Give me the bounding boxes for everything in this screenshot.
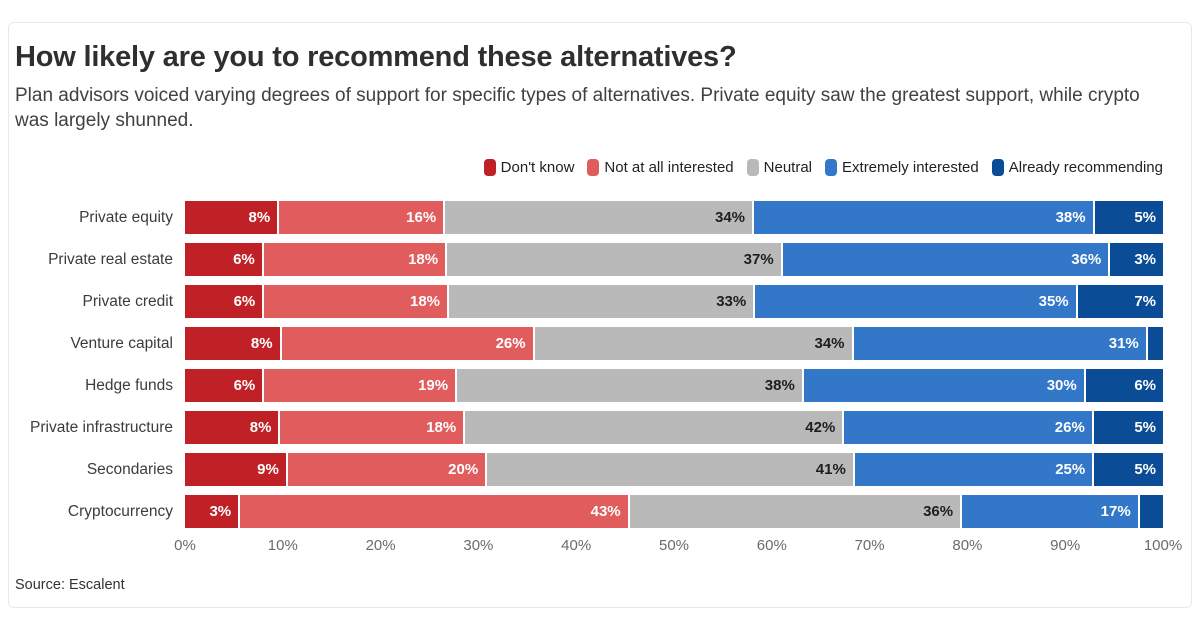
x-axis-tick: 0% — [174, 537, 196, 554]
bar-segment — [1139, 495, 1163, 528]
category-label: Secondaries — [86, 460, 173, 478]
legend-swatch-icon — [825, 158, 838, 176]
x-axis-tick: 50% — [658, 537, 690, 554]
x-axis-tick: 10% — [267, 537, 298, 554]
bar-segment-value: 35% — [755, 285, 1076, 318]
bar-segment-value: 6% — [185, 285, 263, 318]
x-axis-tick: 80% — [952, 537, 983, 554]
legend-swatch-icon — [587, 158, 600, 176]
bar-segment-value: 36% — [629, 495, 961, 528]
chart-row: Private real estate 6% 18% 37% 36% 3% — [15, 243, 1163, 276]
x-axis: 0% 10% 20% 30% 40% 50% 60% 70% 80% 90% 100% — [174, 537, 1182, 557]
bar-segment-value: 42% — [465, 411, 843, 444]
legend: Don't know Not at all interested Neutral Ex… — [9, 157, 1163, 177]
bar-segment-value: 34% — [534, 327, 852, 360]
bar-segment-value: 18% — [264, 285, 448, 318]
bar-segment-value: 18% — [280, 411, 464, 444]
bar-track: 6% 19% 38% 30% 6% — [185, 369, 1163, 402]
chart-row: Private infrastructure 8% 18% 42% 26% 5% — [15, 411, 1163, 444]
bar-segment-value: 26% — [281, 327, 533, 360]
bar-segment-value: 7% — [1077, 285, 1163, 318]
page-subtitle: Plan advisors voiced varying degrees of … — [15, 85, 1140, 131]
chart-card: How likely are you to recommend these al… — [8, 22, 1192, 608]
bar-segment-value: 8% — [185, 201, 278, 234]
bar-segment-value: 6% — [185, 369, 263, 402]
chart-rows: Private equity 8% 16% 34% 38% 5% Private real … — [15, 201, 1164, 528]
legend-swatch-icon — [746, 158, 759, 176]
category-label: Venture capital — [70, 334, 173, 352]
bar-segment-value: 38% — [457, 369, 802, 402]
legend-swatch-icon — [991, 158, 1004, 176]
x-axis-tick: 40% — [561, 537, 592, 554]
legend-item: Neutral — [746, 158, 813, 176]
category-label: Private real estate — [48, 250, 173, 268]
bar-segment-value: 17% — [962, 495, 1138, 528]
bar-segment-value: 19% — [264, 369, 456, 402]
bar-track: 8% 18% 42% 26% 5% — [185, 411, 1163, 444]
legend-label: Extremely interested — [842, 158, 979, 176]
category-label: Private equity — [79, 208, 173, 226]
x-axis-tick: 60% — [756, 537, 787, 554]
bar-segment-value: 6% — [1085, 369, 1163, 402]
bar-segment-value: 31% — [853, 327, 1146, 360]
bar-segment-value: 8% — [185, 327, 280, 360]
bar-track: 3% 43% 36% 17% — [185, 495, 1163, 528]
chart-row: Secondaries 9% 20% 41% 25% 5% — [15, 453, 1164, 486]
x-axis-tick: 90% — [1050, 537, 1081, 554]
bar-track: 6% 18% 33% 35% 7% — [185, 285, 1163, 318]
page-title: How likely are you to recommend these al… — [15, 41, 737, 73]
legend-swatch-icon — [483, 158, 496, 176]
source-note: Source: Escalent — [15, 577, 125, 593]
bar-track: 9% 20% 41% 25% 5% — [185, 453, 1164, 486]
bar-track: 8% 16% 34% 38% 5% — [185, 201, 1163, 234]
bar-segment-value: 5% — [1093, 411, 1163, 444]
bar-segment-value: 3% — [185, 495, 239, 528]
bar-segment-value: 33% — [449, 285, 754, 318]
legend-item: Don't know — [483, 158, 575, 176]
bar-track: 6% 18% 37% 36% 3% — [185, 243, 1163, 276]
bar-segment-value: 16% — [279, 201, 444, 234]
category-label: Cryptocurrency — [67, 502, 173, 520]
legend-label: Neutral — [763, 158, 813, 176]
x-axis-tick: 30% — [463, 537, 494, 554]
category-label: Hedge funds — [85, 376, 173, 394]
bar-segment-value: 38% — [754, 201, 1093, 234]
bar-segment-value: 18% — [263, 243, 446, 276]
bar-segment-value: 43% — [240, 495, 628, 528]
bar-segment-value: 8% — [185, 411, 279, 444]
bar-segment-value: 5% — [1094, 201, 1163, 234]
bar-segment-value: 20% — [287, 453, 486, 486]
x-axis-tick: 70% — [854, 537, 885, 554]
bar-segment-value: 41% — [487, 453, 853, 486]
chart: Private equity 8% 16% 34% 38% 5% Private real … — [15, 201, 1182, 557]
legend-item: Extremely interested — [825, 158, 979, 176]
bar-segment-value: 37% — [447, 243, 781, 276]
bar-segment-value: 9% — [185, 453, 286, 486]
bar-segment-value: 25% — [854, 453, 1093, 486]
bar-track: 8% 26% 34% 31% — [185, 327, 1163, 360]
chart-row: Venture capital 8% 26% 34% 31% — [15, 327, 1163, 360]
category-label: Private credit — [82, 292, 173, 310]
legend-item: Already recommending — [991, 158, 1163, 176]
bar-segment-value: 6% — [185, 243, 262, 276]
x-axis-tick: 100% — [1143, 537, 1183, 554]
bar-segment — [1147, 327, 1163, 360]
legend-label: Not at all interested — [604, 158, 734, 176]
bar-segment-value: 34% — [445, 201, 753, 234]
bar-segment-value: 36% — [782, 243, 1109, 276]
chart-row: Hedge funds 6% 19% 38% 30% 6% — [15, 369, 1163, 402]
chart-row: Cryptocurrency 3% 43% 36% 17% — [15, 495, 1163, 528]
x-axis-tick: 20% — [365, 537, 396, 554]
chart-row: Private credit 6% 18% 33% 35% 7% — [15, 285, 1163, 318]
legend-label: Already recommending — [1008, 158, 1163, 176]
bar-segment-value: 26% — [844, 411, 1092, 444]
chart-row: Private equity 8% 16% 34% 38% 5% — [15, 201, 1163, 234]
legend-item: Not at all interested — [587, 158, 734, 176]
legend-label: Don't know — [500, 158, 575, 176]
bar-segment-value: 5% — [1094, 453, 1164, 486]
category-label: Private infrastructure — [30, 418, 173, 436]
bar-segment-value: 3% — [1110, 243, 1163, 276]
bar-segment-value: 30% — [803, 369, 1084, 402]
